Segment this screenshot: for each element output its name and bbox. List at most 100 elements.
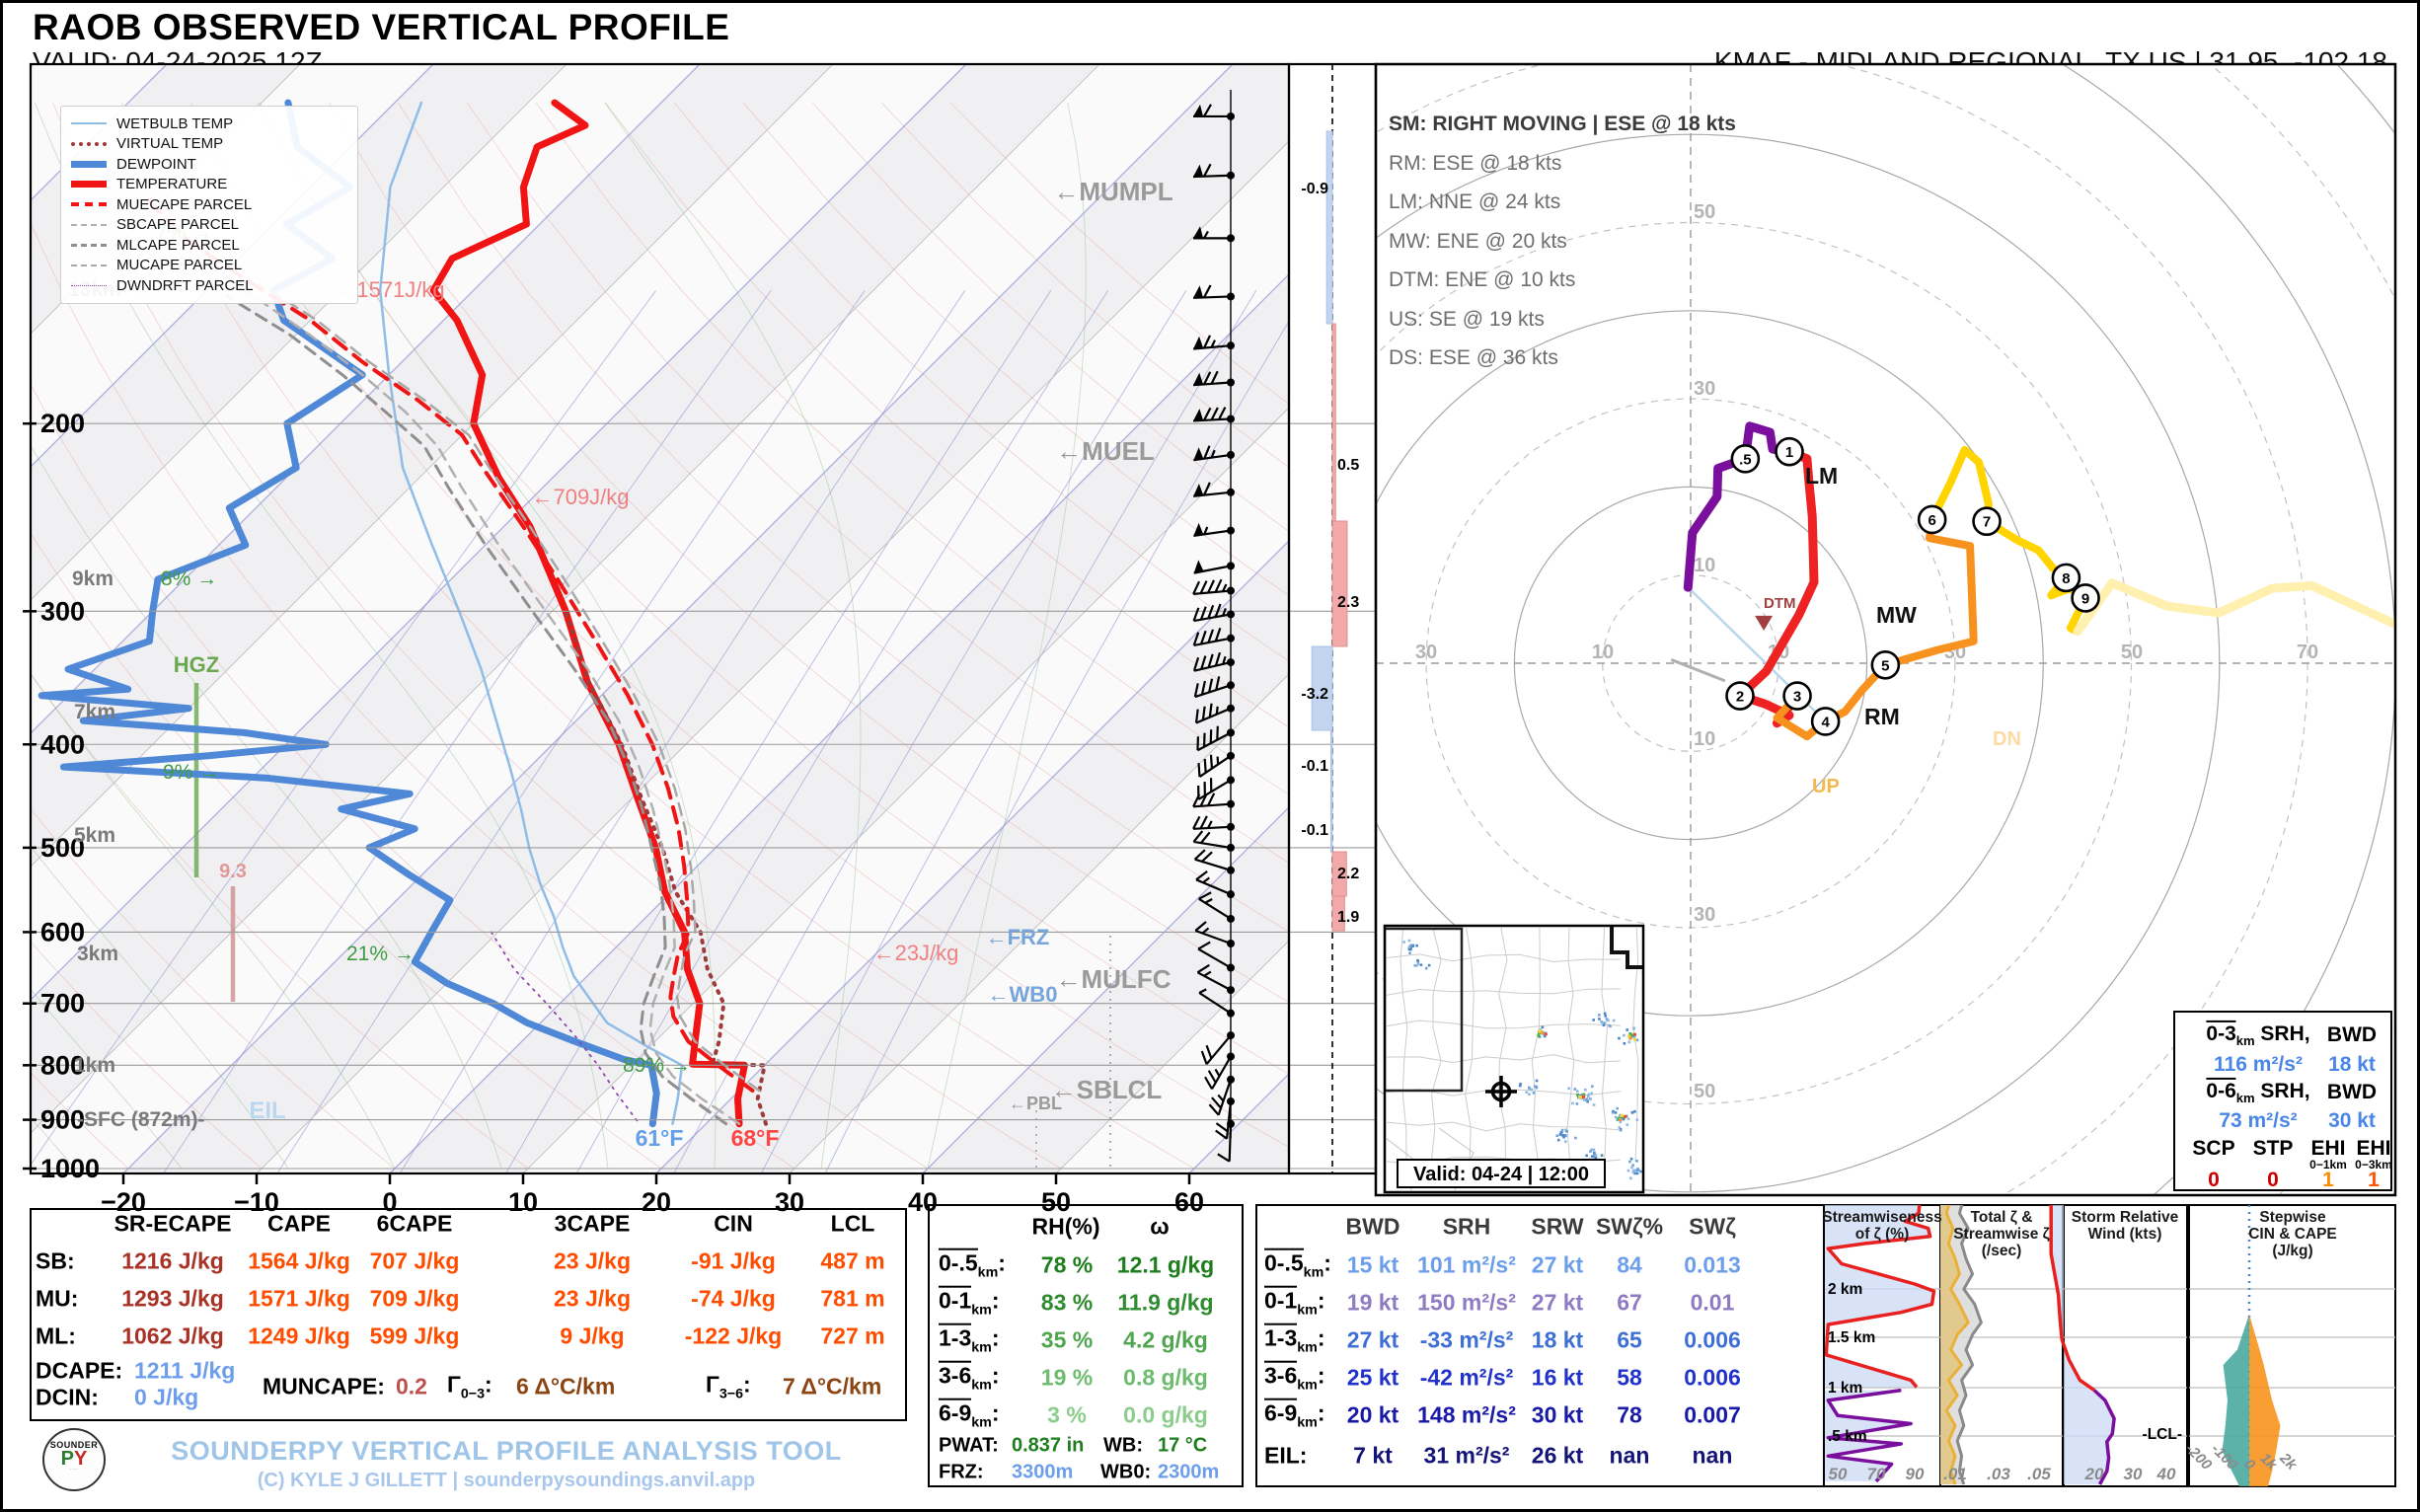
svg-text:40: 40 xyxy=(2156,1465,2176,1483)
svg-text:UP: UP xyxy=(1812,776,1840,797)
bwd-0-3-value: 18 kt xyxy=(2328,1053,2376,1076)
moisture-row-label: 6-9km: xyxy=(939,1398,1000,1431)
kinematics-row-label: 0-1km: xyxy=(1264,1285,1325,1319)
mixratio-value: 0.0 g/kg xyxy=(1123,1401,1208,1428)
svg-text:←WB0: ←WB0 xyxy=(988,982,1058,1007)
hodo-marker-5 xyxy=(1870,649,1901,680)
srh-0-6-label: 0-6km SRH, xyxy=(2206,1077,2310,1106)
map-valid-label: Valid: 04-24 | 12:00 xyxy=(1397,1159,1606,1188)
svg-text:400: 400 xyxy=(40,729,85,759)
lapse-3-6-value: 7 Δ°C/km xyxy=(783,1373,882,1399)
svg-text:←MULFC: ←MULFC xyxy=(1056,964,1172,994)
hodo-marker-3 xyxy=(1782,681,1812,711)
svg-text:←SBLCL: ←SBLCL xyxy=(1051,1075,1163,1104)
storm-motion-line: LM: NNE @ 24 kts xyxy=(1389,190,1561,213)
moisture-row-label: 0-1km: xyxy=(939,1285,1000,1319)
profile-dwndrft_parcel xyxy=(490,931,641,1125)
storm-motion-line: RM: ESE @ 18 kts xyxy=(1389,151,1562,175)
kinematics-col-header: SRH xyxy=(1442,1213,1491,1240)
svg-text:5km: 5km xyxy=(74,824,115,847)
svg-text:30: 30 xyxy=(775,1187,804,1217)
page-title: RAOB OBSERVED VERTICAL PROFILE xyxy=(33,7,730,47)
kinematics-value: nan xyxy=(1692,1442,1733,1469)
legend-item: DEWPOINT xyxy=(71,154,347,175)
frz-value: 3300m xyxy=(1012,1461,1074,1483)
svg-text:.5 km: .5 km xyxy=(1828,1428,1867,1445)
kinematics-value: 7 kt xyxy=(1353,1442,1393,1469)
kinematics-value: 31 m²/s² xyxy=(1423,1442,1510,1469)
mixratio-value: 11.9 g/kg xyxy=(1117,1289,1214,1316)
kinematics-value: 16 kt xyxy=(1531,1364,1584,1391)
muncape-value: 0.2 xyxy=(396,1373,427,1399)
kinematics-col-header: SWζ% xyxy=(1595,1213,1664,1240)
svg-text:50: 50 xyxy=(2121,642,2143,663)
skewt-legend: WETBULB TEMP VIRTUAL TEMP DEWPOINT TEMPERAT… xyxy=(60,106,358,304)
legend-item: TEMPERATURE xyxy=(71,175,347,195)
svg-text:DTM: DTM xyxy=(1764,595,1796,612)
kinematics-value: 19 kt xyxy=(1346,1289,1399,1316)
hodo-trace-9.3-12km xyxy=(2073,578,2395,637)
kinematics-value: 0.007 xyxy=(1684,1401,1741,1428)
svg-text:MW: MW xyxy=(1876,602,1917,628)
thermo-value: 1571 J/kg xyxy=(248,1285,350,1312)
mixratio-value: 0.8 g/kg xyxy=(1123,1364,1208,1391)
svg-text:8% →: 8% → xyxy=(161,567,217,590)
thermo-value: -74 J/kg xyxy=(691,1285,776,1312)
wb-value: 17 °C xyxy=(1158,1434,1208,1457)
hodo-marker-7 xyxy=(1972,506,2002,537)
svg-text:-LCL-: -LCL- xyxy=(2143,1426,2182,1443)
thermo-value: 487 m xyxy=(820,1247,885,1274)
svg-text:300: 300 xyxy=(40,596,85,626)
thermo-col-header: SR-ECAPE xyxy=(113,1210,232,1237)
svg-text:−20: −20 xyxy=(101,1187,146,1217)
thermo-value: 23 J/kg xyxy=(554,1285,631,1312)
index-value: 1 xyxy=(2322,1169,2334,1191)
muncape-label: MUNCAPE: xyxy=(263,1373,385,1399)
legend-item: MUCAPE PARCEL xyxy=(71,256,347,276)
svg-text:61°F: 61°F xyxy=(636,1125,684,1151)
thermo-row-label: MU: xyxy=(36,1285,79,1312)
omega-column: -0.9 0.5 2.3 -3.2 -0.1 -0.1 2.2 1.9 xyxy=(1301,64,1359,1173)
storm-motion-line: US: SE @ 19 kts xyxy=(1389,307,1545,331)
bwd-0-6-value: 30 kt xyxy=(2328,1109,2376,1132)
storm-motion-readout: SM: RIGHT MOVING | ESE @ 18 kts RM: ESE @… xyxy=(1389,105,1736,378)
mini-panel-title-2: Storm Relative Wind (kts) xyxy=(2071,1209,2179,1243)
mini-panel-title-3: Stepwise CIN & CAPE (J/kg) xyxy=(2248,1209,2337,1259)
legend-label: MUECAPE PARCEL xyxy=(116,195,253,213)
kinematics-value: 27 kt xyxy=(1346,1326,1399,1353)
thermo-col-header: 6CAPE xyxy=(376,1210,453,1237)
svg-text:20: 20 xyxy=(2084,1465,2104,1483)
lapse-3-6-label: Γ3−6: xyxy=(706,1371,751,1402)
wind-barbs xyxy=(1192,90,1235,1163)
kinematics-value: nan xyxy=(1609,1442,1650,1469)
bwd-0-6-label: BWD xyxy=(2326,1081,2378,1103)
thermo-value: 9 J/kg xyxy=(560,1323,625,1349)
rh-value: 19 % xyxy=(1040,1364,1094,1391)
svg-text:70: 70 xyxy=(1867,1465,1886,1483)
svg-text:9% →: 9% → xyxy=(163,761,219,784)
kinematics-value: 0.01 xyxy=(1690,1289,1735,1316)
lapse-0-3-label: Γ0−3: xyxy=(447,1371,492,1402)
omega-col-header: ω xyxy=(1150,1213,1170,1240)
svg-text:.01: .01 xyxy=(1943,1465,1967,1483)
rh-value: 35 % xyxy=(1040,1326,1094,1353)
legend-item: VIRTUAL TEMP xyxy=(71,134,347,155)
rh-value: 78 % xyxy=(1040,1251,1094,1278)
profile-sbcape_parcel xyxy=(197,257,741,1125)
pwat-value: 0.837 in xyxy=(1012,1434,1085,1457)
svg-text:30: 30 xyxy=(2124,1465,2143,1483)
legend-label: SBCAPE PARCEL xyxy=(116,216,239,234)
svg-text:40: 40 xyxy=(908,1187,938,1217)
legend-item: MUECAPE PARCEL xyxy=(71,194,347,215)
mini-panel-3 xyxy=(2188,1204,2396,1487)
svg-text:LM: LM xyxy=(1805,463,1838,489)
svg-text:-SFC (872m)-: -SFC (872m)- xyxy=(77,1108,205,1131)
thermo-value: 599 J/kg xyxy=(369,1323,460,1349)
svg-text:800: 800 xyxy=(40,1050,85,1080)
svg-text:7: 7 xyxy=(1983,514,1991,531)
radar-map-inset xyxy=(1383,924,1645,1194)
svg-text:4: 4 xyxy=(1821,714,1830,730)
svg-text:89% →: 89% → xyxy=(623,1054,691,1077)
svg-text:60: 60 xyxy=(1174,1187,1204,1217)
